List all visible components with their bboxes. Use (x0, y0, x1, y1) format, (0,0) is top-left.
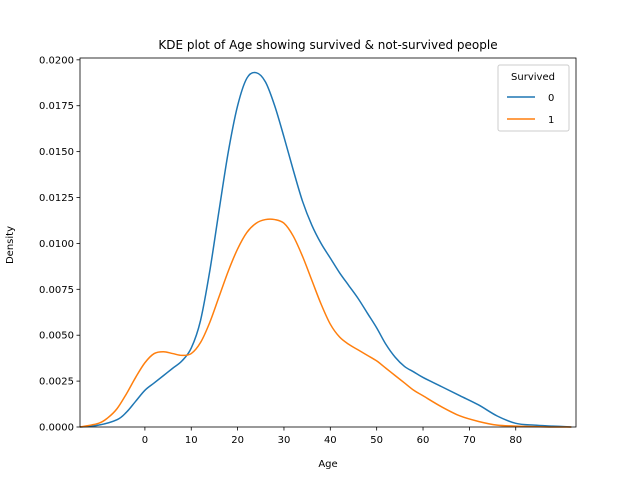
x-tick-label: 0 (142, 435, 148, 446)
y-tick-label: 0.0050 (39, 331, 74, 342)
y-axis-label: Density (5, 226, 16, 264)
series-line-0 (79, 71, 572, 428)
y-tick-label: 0.0000 (39, 423, 74, 434)
y-tick-label: 0.0175 (39, 101, 74, 112)
x-tick-label: 10 (185, 435, 198, 446)
x-tick-label: 30 (278, 435, 291, 446)
legend-label-0: 0 (548, 93, 554, 104)
x-tick-label: 40 (324, 435, 337, 446)
x-tick-label: 80 (509, 435, 522, 446)
legend: Survived 0 1 (497, 64, 570, 132)
x-tick-label: 70 (463, 435, 476, 446)
y-tick-label: 0.0025 (39, 377, 74, 388)
y-tick-label: 0.0125 (39, 193, 74, 204)
y-tick-label: 0.0150 (39, 147, 74, 158)
axes-frame (79, 57, 577, 428)
x-axis: 0 10 20 30 40 50 60 70 80 (142, 427, 522, 446)
y-tick-label: 0.0200 (39, 55, 74, 66)
plot-area (79, 57, 577, 428)
legend-label-1: 1 (548, 115, 554, 126)
x-tick-label: 50 (370, 435, 383, 446)
y-tick-label: 0.0100 (39, 239, 74, 250)
legend-box (497, 64, 570, 132)
x-tick-label: 20 (231, 435, 244, 446)
y-axis: 0.0000 0.0025 0.0050 0.0075 0.0100 0.0125 0.01… (39, 55, 80, 434)
series-line-1 (79, 218, 572, 428)
legend-title: Survived (511, 72, 555, 83)
y-tick-label: 0.0075 (39, 285, 74, 296)
x-axis-label: Age (318, 459, 337, 470)
x-tick-label: 60 (417, 435, 430, 446)
chart-title: KDE plot of Age showing survived & not-s… (158, 38, 497, 52)
